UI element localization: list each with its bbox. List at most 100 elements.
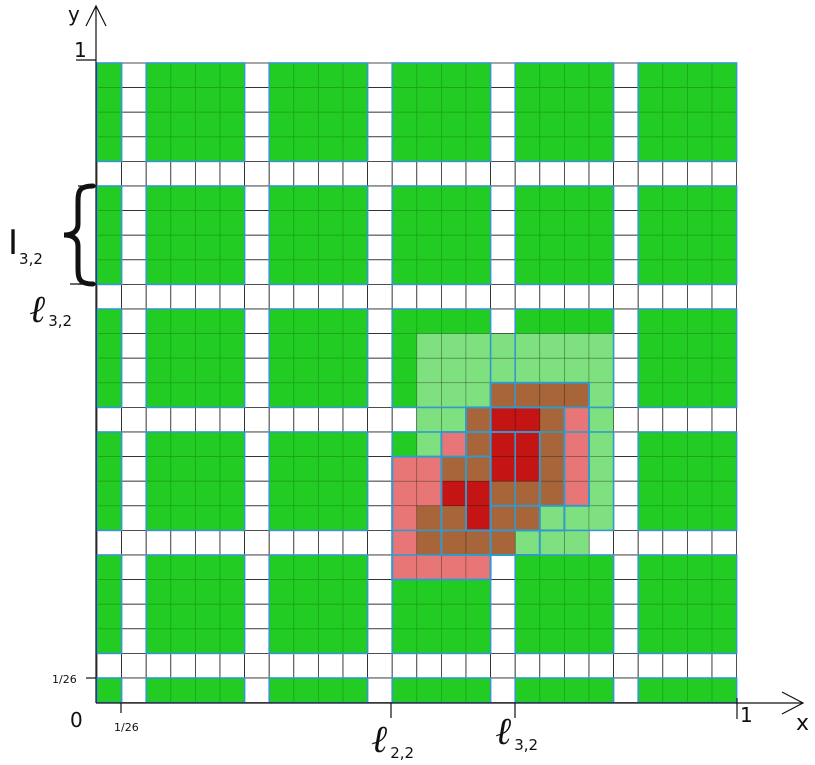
green-cell bbox=[687, 456, 713, 482]
white-cell bbox=[293, 530, 319, 556]
brown-cell bbox=[564, 382, 590, 408]
green-cell bbox=[145, 308, 172, 335]
green-cell bbox=[564, 185, 590, 212]
white-cell bbox=[687, 406, 713, 433]
white-cell bbox=[244, 603, 270, 630]
green-cell bbox=[219, 87, 246, 113]
green-block-outline bbox=[268, 62, 369, 163]
white-cell bbox=[244, 333, 270, 359]
light-green-cell bbox=[490, 357, 516, 384]
green-cell bbox=[440, 210, 467, 236]
green-cell bbox=[96, 677, 123, 704]
white-cell bbox=[244, 554, 270, 581]
green-cell bbox=[391, 111, 418, 138]
white-cell bbox=[367, 259, 393, 285]
green-cell bbox=[145, 677, 172, 704]
white-cell bbox=[244, 456, 270, 482]
white-cell bbox=[588, 283, 615, 310]
white-cell bbox=[613, 554, 639, 581]
green-cell bbox=[440, 677, 467, 704]
green-block-outline bbox=[391, 62, 492, 163]
brown-cell bbox=[514, 505, 541, 531]
green-cell bbox=[539, 603, 565, 630]
white-cell bbox=[121, 136, 147, 162]
green-cell bbox=[268, 579, 295, 605]
white-cell bbox=[244, 677, 270, 704]
green-cell bbox=[637, 628, 664, 654]
green-cell bbox=[219, 480, 246, 507]
white-cell bbox=[490, 628, 516, 654]
y-max-label: 1 bbox=[74, 38, 87, 62]
green-cell bbox=[145, 554, 172, 581]
white-cell bbox=[367, 111, 393, 138]
green-cell bbox=[317, 579, 344, 605]
white-cell bbox=[613, 653, 639, 679]
green-cell bbox=[440, 628, 467, 654]
green-cell bbox=[662, 111, 688, 138]
white-cell bbox=[244, 308, 270, 335]
green-cell bbox=[342, 62, 369, 89]
green-cell bbox=[96, 456, 123, 482]
green-cell bbox=[219, 357, 246, 384]
green-cell bbox=[391, 87, 418, 113]
green-cell bbox=[268, 505, 295, 531]
white-cell bbox=[244, 406, 270, 433]
light-green-cell bbox=[539, 505, 565, 531]
white-cell bbox=[687, 530, 713, 556]
green-cell bbox=[564, 210, 590, 236]
green-cell bbox=[96, 357, 123, 384]
brown-cell bbox=[465, 431, 491, 457]
white-cell bbox=[244, 357, 270, 384]
green-cell bbox=[588, 136, 615, 162]
white-cell bbox=[490, 185, 516, 212]
green-cell bbox=[564, 579, 590, 605]
brown-cell bbox=[490, 505, 516, 531]
white-cell bbox=[170, 530, 196, 556]
brown-cell bbox=[490, 530, 516, 556]
white-cell bbox=[711, 653, 738, 679]
white-cell bbox=[440, 160, 467, 187]
green-cell bbox=[219, 456, 246, 482]
brown-cell bbox=[514, 480, 541, 507]
white-cell bbox=[613, 579, 639, 605]
green-cell bbox=[194, 62, 221, 89]
white-cell bbox=[244, 382, 270, 408]
green-cell bbox=[342, 677, 369, 704]
white-cell bbox=[317, 406, 344, 433]
white-cell bbox=[514, 160, 541, 187]
green-cell bbox=[711, 308, 738, 335]
green-cell bbox=[317, 87, 344, 113]
green-cell bbox=[342, 234, 369, 261]
green-cell bbox=[219, 308, 246, 335]
white-cell bbox=[613, 603, 639, 630]
white-cell bbox=[613, 677, 639, 704]
white-cell bbox=[121, 505, 147, 531]
white-cell bbox=[490, 62, 516, 89]
green-cell bbox=[539, 308, 565, 335]
green-cell bbox=[194, 136, 221, 162]
white-cell bbox=[244, 579, 270, 605]
white-cell bbox=[96, 283, 123, 310]
green-cell bbox=[194, 554, 221, 581]
white-cell bbox=[121, 283, 147, 310]
light-green-cell bbox=[588, 382, 614, 408]
green-cell bbox=[391, 677, 418, 704]
green-cell bbox=[539, 111, 565, 138]
green-cell bbox=[440, 603, 467, 630]
green-cell bbox=[711, 136, 738, 162]
green-cell bbox=[539, 677, 565, 704]
green-cell bbox=[342, 185, 369, 212]
white-cell bbox=[121, 357, 147, 384]
white-cell bbox=[293, 283, 319, 310]
green-cell bbox=[711, 357, 738, 384]
green-cell bbox=[170, 308, 196, 335]
green-cell bbox=[539, 87, 565, 113]
green-cell bbox=[219, 382, 246, 408]
green-cell bbox=[268, 456, 295, 482]
white-cell bbox=[613, 308, 639, 335]
x-tick-label: 1/26 bbox=[114, 721, 139, 734]
green-cell bbox=[711, 603, 738, 630]
white-cell bbox=[613, 160, 639, 187]
green-block-outline bbox=[637, 185, 738, 286]
green-cell bbox=[416, 136, 442, 162]
